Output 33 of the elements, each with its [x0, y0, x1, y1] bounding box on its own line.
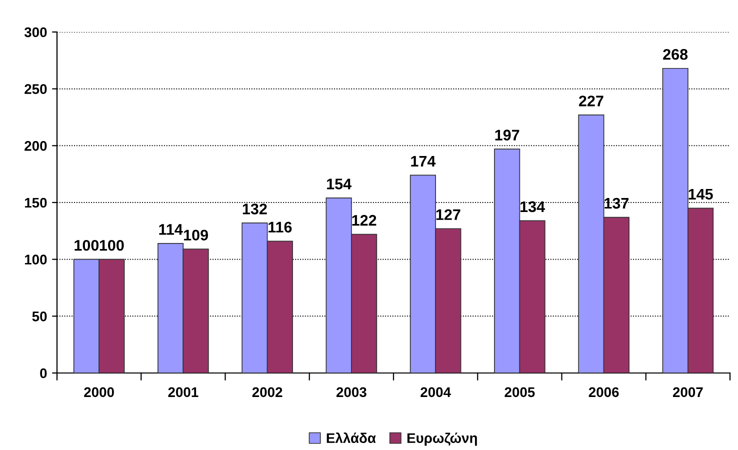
data-label: 174	[411, 156, 436, 166]
legend-label: Ευρωζώνη	[407, 432, 477, 446]
y-tick-label: 50	[32, 312, 47, 322]
data-label: 134	[520, 201, 545, 212]
y-tick-label: 0	[40, 368, 47, 378]
x-tick-label: 2000	[84, 387, 114, 398]
x-tick-label: 2002	[252, 387, 282, 398]
data-label: 109	[184, 230, 208, 241]
data-label: 154	[327, 178, 352, 190]
y-tick-label: 150	[24, 198, 47, 208]
data-label: 127	[436, 209, 460, 220]
x-tick-label: 2006	[588, 387, 619, 398]
data-label: 100	[100, 240, 124, 251]
data-label: 116	[268, 222, 292, 233]
x-tick-label: 2001	[168, 387, 198, 398]
data-label: 122	[352, 214, 376, 226]
x-tick-label: 2004	[420, 387, 451, 398]
data-label: 268	[663, 48, 688, 60]
data-label: 197	[495, 130, 520, 140]
x-tick-label: 2005	[504, 387, 535, 398]
data-label: 132	[242, 204, 267, 214]
data-label: 145	[688, 188, 713, 200]
y-tick-label: 100	[24, 254, 47, 265]
data-label: 114	[159, 224, 183, 235]
x-tick-label: 2003	[336, 387, 366, 398]
data-label: 137	[604, 198, 629, 209]
legend-label: Ελλάδα	[326, 432, 376, 444]
y-tick-label: 250	[24, 84, 47, 94]
x-tick-label: 2007	[672, 387, 703, 398]
y-tick-label: 300	[24, 27, 47, 38]
y-tick-label: 200	[24, 141, 47, 151]
data-label: 100	[74, 240, 99, 251]
data-label: 227	[578, 96, 604, 106]
